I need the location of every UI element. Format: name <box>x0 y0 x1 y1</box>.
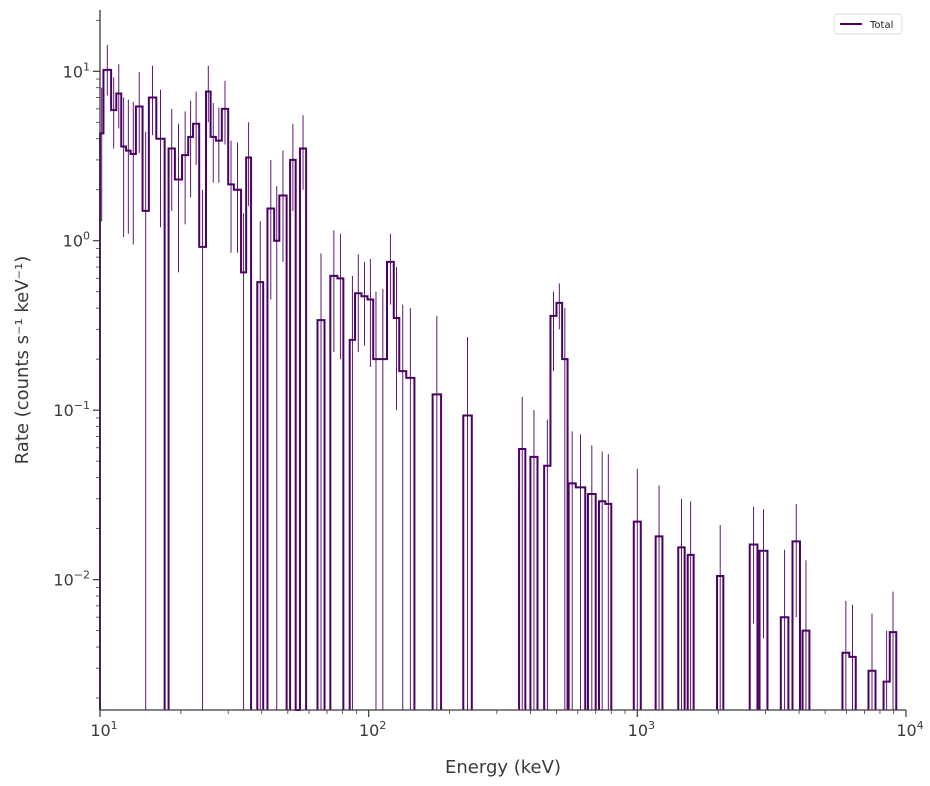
x-tick-label: 104 <box>896 719 923 740</box>
y-axis-title: Rate (counts s⁻¹ keV⁻¹) <box>12 256 33 465</box>
ticks: 101 102 103 104 101 100 10−1 10−2 <box>53 19 924 740</box>
y-tick-label: 100 <box>63 230 90 251</box>
legend: Total <box>833 13 903 35</box>
y-tick-label: 101 <box>63 60 90 81</box>
x-tick-label: 103 <box>628 719 655 740</box>
axes <box>99 10 906 711</box>
y-tick-label: 10−2 <box>53 569 90 590</box>
y-tick-label: 10−1 <box>53 399 90 420</box>
x-axis-title: Energy (keV) <box>445 757 561 778</box>
x-tick-label: 101 <box>90 719 117 740</box>
x-tick-label: 102 <box>359 719 386 740</box>
legend-label-total: Total <box>869 20 893 31</box>
series-layer <box>99 44 898 711</box>
legend-box <box>833 13 903 35</box>
series-line-total <box>99 68 898 711</box>
